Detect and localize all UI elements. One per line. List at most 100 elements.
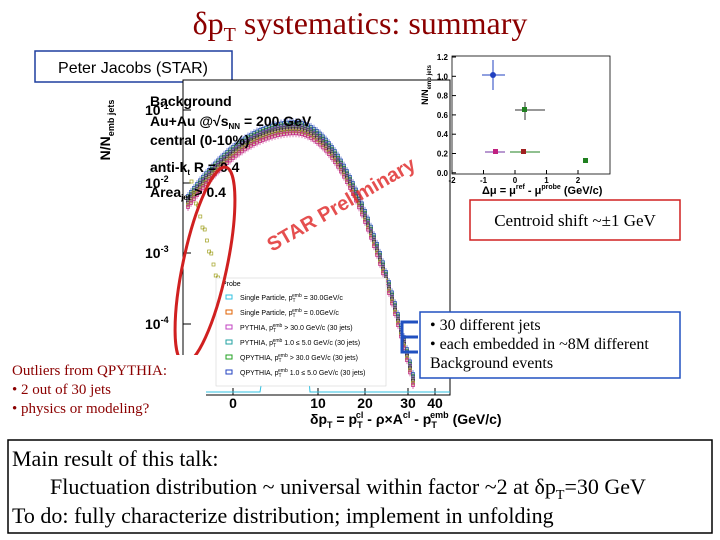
- title-sub: T: [224, 24, 236, 46]
- info-sub: t: [187, 168, 190, 177]
- summary-part: =30 GeV: [564, 474, 646, 499]
- y-label-part: N/N: [97, 136, 113, 160]
- marker: [192, 197, 196, 201]
- marker: [198, 189, 202, 194]
- inset-x-part: Δμ = μ: [482, 185, 516, 197]
- y-label: N/Nemb jets: [97, 100, 116, 161]
- outlier-marker: [191, 190, 196, 195]
- info-part: R = 0.4: [190, 159, 240, 175]
- legend-entry: QPYTHIA, pTemb 1.0 ≤ 5.0 GeV/c (30 jets): [240, 368, 366, 379]
- inset-marker: [522, 107, 527, 112]
- legend-sup: emb: [278, 353, 288, 359]
- bracket: [400, 320, 418, 354]
- x-label-part: - ρ×A: [363, 411, 402, 427]
- x-label-sub: T: [327, 420, 333, 430]
- inset-x-tick-label: 1: [544, 176, 549, 185]
- inset-marker: [521, 149, 526, 154]
- legend-sub: T: [293, 313, 296, 319]
- inset-y-tick-label: 1.0: [437, 72, 449, 81]
- info-system: Au+Au @√sNN = 200 GeV: [150, 113, 312, 131]
- legend-entry: Single Particle, pTemb = 0.0GeV/c: [240, 308, 339, 319]
- inset-x-part: (GeV/c): [561, 185, 603, 197]
- legend-part: = 30.0GeV/c: [302, 295, 344, 302]
- info-area: Areajet > 0.4: [150, 184, 226, 202]
- legend-entry: QPYTHIA, pTemb > 30.0 GeV/c (30 jets): [240, 353, 358, 364]
- legend-sub: T: [273, 328, 276, 334]
- outliers-text: • physics or modeling?: [12, 401, 150, 417]
- marker: [237, 151, 241, 156]
- legend-marker: [225, 369, 233, 375]
- inset-marker: [490, 72, 496, 78]
- outliers-text: Outliers from QPYTHIA:: [12, 363, 167, 379]
- info-part: √s: [213, 113, 229, 129]
- inset-marker: [493, 149, 498, 154]
- legend-marker: [225, 324, 233, 330]
- info-sub: jet: [180, 193, 191, 202]
- marker: [243, 147, 247, 152]
- y-label-sub: emb jets: [106, 100, 116, 137]
- marker: [234, 153, 238, 158]
- marker: [240, 149, 244, 154]
- outlier-marker: [198, 214, 203, 219]
- legend-part: 1.0 ≤ 5.0 GeV/c (30 jets): [288, 370, 366, 377]
- x-label-part: (GeV/c): [449, 411, 502, 427]
- outlier-marker: [194, 201, 198, 206]
- legend-part: Single Particle, p: [240, 310, 293, 317]
- info-part: anti-k: [150, 159, 188, 175]
- marker: [228, 158, 232, 163]
- x-tick-label: 0: [229, 395, 237, 411]
- x-label-sup: cl: [356, 410, 364, 420]
- inset-frame: [451, 55, 611, 175]
- outliers-box: [8, 355, 206, 421]
- y-tick-exp: -4: [161, 315, 169, 325]
- author-box: [34, 50, 233, 83]
- legend-sub: T: [273, 343, 276, 349]
- inset-x-tick-label: -1: [480, 176, 488, 185]
- info-part: Area: [150, 184, 181, 200]
- centroid-box: [469, 199, 681, 241]
- legend-part: 1.0 ≤ 5.0 GeV/c (30 jets): [282, 340, 360, 347]
- x-tick-label: 20: [357, 395, 373, 411]
- legend-part: > 30.0 GeV/c (30 jets): [282, 325, 352, 332]
- legend-part: > 30.0 GeV/c (30 jets): [288, 355, 358, 362]
- y-tick-exp: -2: [161, 174, 169, 184]
- x-label-part: - p: [410, 411, 431, 427]
- info-background: Background: [150, 93, 232, 109]
- legend-sup: emb: [292, 308, 302, 314]
- legend-entry: PYTHIA, pTemb 1.0 ≤ 5.0 GeV/c (30 jets): [240, 338, 360, 349]
- jets-text: • 30 different jets: [430, 317, 541, 334]
- inset-x-sup: probe: [541, 184, 561, 191]
- info-part: = 200 GeV: [240, 113, 312, 129]
- outlier-marker: [213, 273, 218, 278]
- jets-text: Background events: [430, 355, 553, 372]
- outlier-marker: [209, 251, 214, 256]
- info-algorithm: anti-kt R = 0.4: [150, 159, 240, 177]
- legend-sup: emb: [273, 323, 283, 329]
- title-part: δp: [193, 5, 224, 41]
- info-sub: NN: [229, 122, 241, 131]
- y-tick-label: 10-4: [145, 315, 169, 332]
- legend-marker: [225, 339, 233, 345]
- outlier-marker: [205, 238, 209, 243]
- legend-marker: [225, 309, 233, 315]
- summary-line: Fluctuation distribution ~ universal wit…: [50, 474, 646, 503]
- inset-x-tick-label: 0: [513, 176, 518, 185]
- inset-y-label: N/Nemb jets: [420, 64, 433, 105]
- x-label-part: = p: [333, 411, 358, 427]
- x-label-part: δp: [310, 411, 327, 427]
- inset-x-tick-label: 2: [576, 176, 581, 185]
- x-tick-label: 30: [400, 395, 416, 411]
- inset-y-tick-label: 0.6: [437, 111, 449, 120]
- inset-y-part: N/N: [420, 89, 430, 105]
- x-label-sub: T: [431, 420, 437, 430]
- inset-y-tick-label: 0.2: [437, 150, 449, 159]
- marker: [231, 156, 235, 160]
- y-tick-base: 10: [145, 316, 161, 332]
- legend-box: [215, 277, 387, 387]
- info-centrality: central (0-10%): [150, 132, 250, 148]
- y-tick-label: 10-3: [145, 244, 169, 261]
- legend-sup: emb: [278, 368, 288, 374]
- plot: N/Nemb jets 10-110-210-310-4 -1001020304…: [97, 79, 502, 430]
- inset-y-tick-label: 0.4: [437, 130, 449, 139]
